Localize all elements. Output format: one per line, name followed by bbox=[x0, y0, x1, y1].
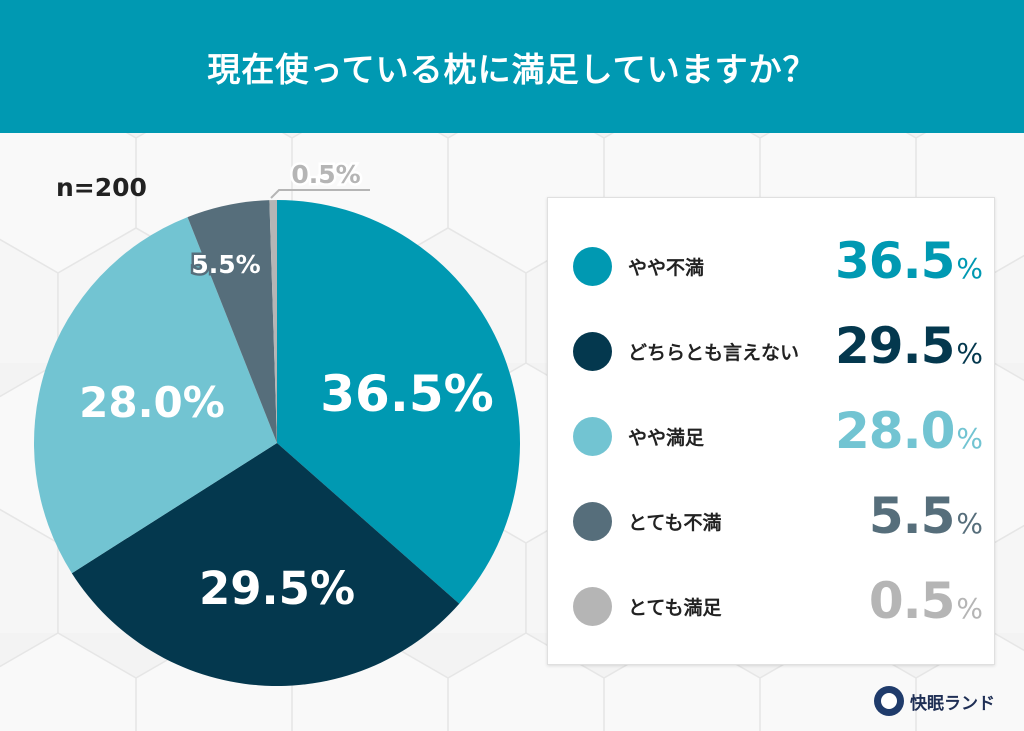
legend-unit: % bbox=[956, 337, 983, 370]
pie-slice bbox=[71, 443, 460, 686]
header-banner: 現在使っている枕に満足していますか？ bbox=[0, 0, 1024, 133]
legend-color-swatch bbox=[573, 332, 612, 371]
slice-label-totemo-fuman: 5.5% bbox=[191, 250, 260, 279]
legend-unit: % bbox=[956, 507, 983, 540]
pie-chart: 0.5% 36.5% 29.5% 28.0% 5.5% bbox=[33, 158, 520, 686]
legend-value: 0.5% bbox=[868, 572, 983, 630]
legend-color-swatch bbox=[573, 587, 612, 626]
brand-emblem-icon bbox=[874, 686, 904, 716]
legend-number: 28.0 bbox=[835, 402, 955, 460]
legend-item: とても満足 0.5% bbox=[548, 566, 994, 646]
legend-label: やや満足 bbox=[628, 427, 705, 449]
legend-item: とても不満 5.5% bbox=[548, 481, 994, 561]
legend-color-swatch bbox=[573, 247, 612, 286]
legend-label: とても満足 bbox=[628, 597, 722, 619]
legend-color-swatch bbox=[573, 417, 612, 456]
legend-item: やや満足 28.0% bbox=[548, 396, 994, 476]
legend-panel: やや不満 36.5% どちらとも言えない 29.5% やや満足 28.0% とて… bbox=[547, 197, 995, 665]
legend-unit: % bbox=[956, 252, 983, 285]
sample-size-label: n=200 bbox=[56, 173, 147, 202]
legend-value: 28.0% bbox=[835, 402, 983, 460]
legend-value: 36.5% bbox=[835, 232, 983, 290]
legend-unit: % bbox=[956, 592, 983, 625]
legend-value: 29.5% bbox=[835, 317, 983, 375]
legend-number: 29.5 bbox=[835, 317, 955, 375]
legend-unit: % bbox=[956, 422, 983, 455]
slice-label-dochira: 29.5% bbox=[199, 562, 355, 615]
pie-slice bbox=[187, 200, 277, 443]
legend-color-swatch bbox=[573, 502, 612, 541]
leader-line bbox=[270, 189, 370, 199]
brand-logo: 快眠ランド bbox=[874, 686, 995, 716]
pie-slice bbox=[33, 217, 277, 574]
legend-item: どちらとも言えない 29.5% bbox=[548, 311, 994, 391]
brand-name: 快眠ランド bbox=[910, 693, 995, 714]
legend-item: やや不満 36.5% bbox=[548, 226, 994, 306]
legend-number: 0.5 bbox=[868, 572, 956, 630]
legend-number: 36.5 bbox=[835, 232, 955, 290]
pie-slice bbox=[277, 200, 520, 604]
slice-label-yaya-fuman: 36.5% bbox=[320, 365, 493, 423]
legend-label: やや不満 bbox=[628, 257, 705, 279]
chart-title: 現在使っている枕に満足していますか？ bbox=[207, 49, 817, 89]
legend-label: どちらとも言えない bbox=[628, 342, 800, 364]
legend-label: とても不満 bbox=[628, 512, 722, 534]
slice-label-yaya-manzoku: 28.0% bbox=[79, 378, 225, 427]
slice-label-totemo-manzoku: 0.5% bbox=[291, 160, 360, 189]
legend-number: 5.5 bbox=[868, 487, 956, 545]
legend-value: 5.5% bbox=[868, 487, 983, 545]
pie-slice bbox=[269, 200, 277, 443]
